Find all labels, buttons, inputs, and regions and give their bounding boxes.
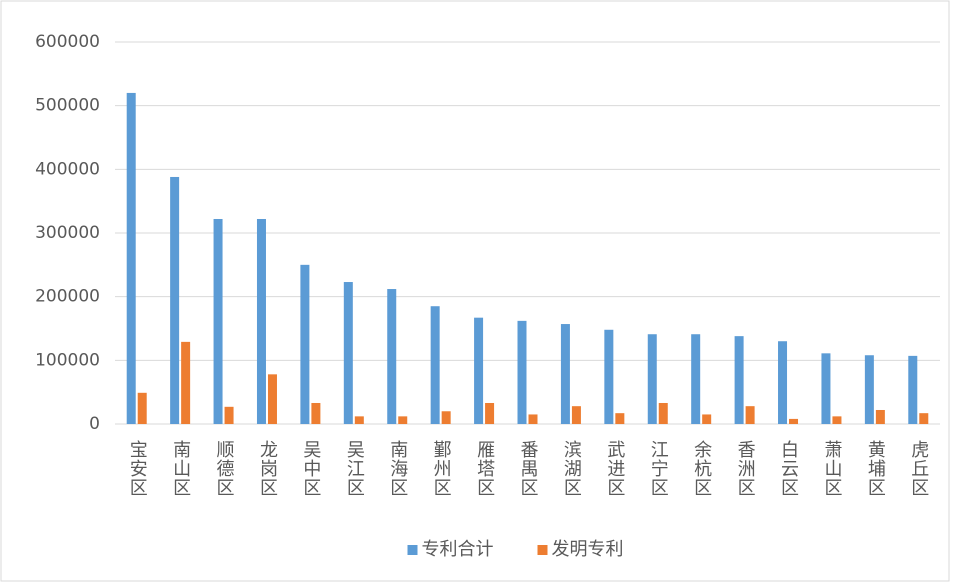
legend-swatch <box>407 545 418 555</box>
x-tick-label: 萧山区 <box>821 440 842 497</box>
x-tick-label: 滨湖区 <box>561 440 582 497</box>
y-tick-label: 0 <box>89 414 100 434</box>
bar <box>647 334 657 424</box>
bar <box>691 334 701 424</box>
y-tick-label: 200000 <box>35 287 100 307</box>
bar <box>474 317 484 424</box>
legend-label: 发明专利 <box>552 539 624 560</box>
bar <box>170 176 180 424</box>
bar <box>485 402 495 424</box>
bar <box>875 409 885 424</box>
bar <box>571 406 581 424</box>
x-tick-label: 吴江区 <box>344 440 365 497</box>
bar <box>528 414 538 424</box>
bar <box>256 218 266 424</box>
x-tick-label: 白云区 <box>778 440 799 497</box>
x-tick-label: 雁塔区 <box>474 440 495 497</box>
x-tick-label: 黄埔区 <box>865 440 886 497</box>
bar <box>311 402 321 424</box>
bar <box>224 406 234 424</box>
y-tick-label: 500000 <box>35 96 100 116</box>
bar <box>560 324 570 424</box>
bar <box>658 402 668 424</box>
bar <box>430 306 440 424</box>
bar <box>354 416 364 424</box>
x-tick-label: 香洲区 <box>735 440 756 497</box>
bar <box>213 218 223 424</box>
bar <box>615 413 625 424</box>
x-tick-label: 龙岗区 <box>257 440 278 497</box>
bar <box>126 92 136 424</box>
bar <box>343 282 353 424</box>
x-tick-label: 番禺区 <box>518 440 539 497</box>
x-tick-label: 余杭区 <box>691 440 712 497</box>
x-tick-label: 江宁区 <box>648 440 669 497</box>
bar <box>137 392 147 424</box>
bar <box>387 289 397 424</box>
bar <box>734 336 744 424</box>
bar <box>441 411 451 424</box>
x-tick-label: 宝安区 <box>127 440 148 497</box>
x-tick-label: 南海区 <box>387 440 408 497</box>
bar <box>604 329 614 424</box>
bar <box>300 264 310 424</box>
y-tick-label: 600000 <box>35 32 100 52</box>
bar <box>908 355 918 424</box>
y-tick-label: 100000 <box>35 350 100 370</box>
x-tick-label: 南山区 <box>170 440 191 497</box>
bar <box>398 416 408 424</box>
bar <box>778 341 788 424</box>
bar <box>821 353 831 424</box>
bar <box>702 414 712 424</box>
x-tick-label: 武进区 <box>604 440 625 497</box>
y-tick-label: 400000 <box>35 159 100 179</box>
bar <box>745 406 755 424</box>
y-tick-label: 300000 <box>35 223 100 243</box>
bar <box>789 418 799 424</box>
legend-swatch <box>537 545 548 555</box>
bar <box>919 413 929 424</box>
x-tick-label: 吴中区 <box>300 440 321 497</box>
x-tick-label: 顺德区 <box>214 440 235 497</box>
bar <box>517 320 527 424</box>
x-tick-label: 鄞州区 <box>431 440 452 497</box>
legend-label: 专利合计 <box>422 539 494 560</box>
bar <box>181 341 191 424</box>
bar <box>864 355 874 424</box>
x-tick-label: 虎丘区 <box>908 440 929 497</box>
bar <box>832 416 842 424</box>
bar <box>267 374 277 424</box>
